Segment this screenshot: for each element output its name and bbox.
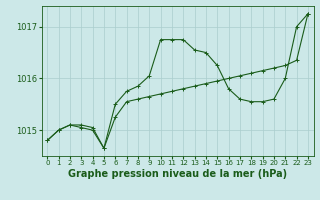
X-axis label: Graphe pression niveau de la mer (hPa): Graphe pression niveau de la mer (hPa): [68, 169, 287, 179]
